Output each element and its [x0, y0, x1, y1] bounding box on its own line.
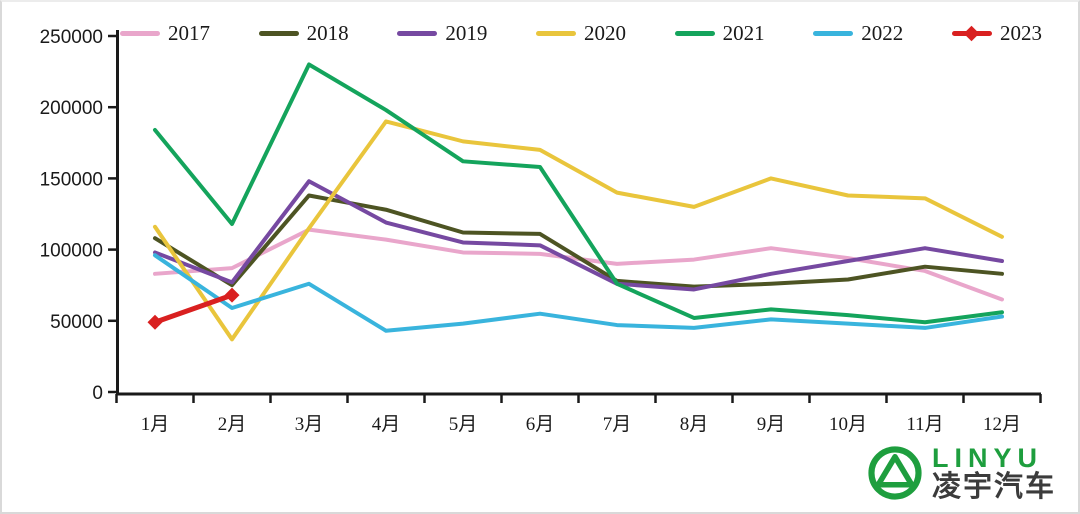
series-line-2023	[152, 292, 235, 325]
legend-label: 2019	[445, 21, 488, 45]
legend-label: 2020	[583, 21, 626, 45]
legend-line-swatch	[397, 31, 438, 36]
legend-line-swatch	[258, 31, 299, 36]
legend-label: 2017	[168, 21, 210, 45]
legend-label: 2021	[722, 21, 765, 45]
x-axis-month-label: 6月	[526, 414, 555, 434]
linyu-logo: LINYU 凌宇汽车	[867, 442, 1056, 503]
legend-item-2017: 2017	[120, 23, 210, 44]
x-axis-month-label: 7月	[603, 414, 632, 434]
legend-line-swatch	[813, 31, 854, 36]
x-axis-month-label: 10月	[829, 414, 867, 434]
legend-line-swatch	[535, 31, 576, 36]
legend-diamond-icon	[963, 25, 980, 41]
x-axis-month-label: 2月	[218, 414, 247, 434]
legend-item-2022: 2022	[813, 23, 903, 44]
x-axis-month-label: 9月	[757, 414, 786, 434]
logo-chinese-text: 凌宇汽车	[931, 470, 1056, 503]
x-axis-month-label: 12月	[983, 414, 1021, 434]
series-diamond-marker	[224, 287, 240, 303]
legend-item-2023: 2023	[951, 21, 1042, 45]
legend-label: 2022	[861, 21, 904, 45]
legend-label: 2023	[999, 21, 1042, 45]
x-axis-month-label: 1月	[141, 414, 170, 434]
x-axis-month-label: 4月	[372, 414, 401, 434]
logo-latin-text: LINYU	[931, 442, 1043, 473]
y-axis-tick-label: 0	[92, 383, 103, 404]
x-axis-month-label: 8月	[680, 414, 709, 434]
x-axis-month-label: 3月	[295, 414, 324, 434]
linyu-emblem-icon	[868, 446, 922, 500]
y-axis-tick-label: 150000	[40, 169, 103, 190]
y-axis-tick-label: 50000	[50, 312, 103, 333]
series-line-2021	[153, 62, 1004, 325]
legend-line-swatch	[674, 31, 715, 36]
series-line-2022	[153, 253, 1004, 333]
legend-item-2018: 2018	[258, 21, 349, 45]
legend: 2017 2018 2019 2020 2021 2022 2023	[120, 23, 1042, 44]
series-line-2019	[153, 179, 1004, 292]
monthly-sales-line-chart: 0 50000 100000 150000 200000 250000 1月 2月 3月 4月 5月…	[40, 27, 1042, 434]
series-diamond-marker	[147, 314, 163, 330]
legend-item-2021: 2021	[674, 21, 765, 45]
x-axis-month-label: 5月	[449, 414, 478, 434]
legend-line-swatch	[951, 25, 992, 41]
logo-text: LINYU 凌宇汽车	[931, 442, 1056, 503]
y-axis-tick-label: 100000	[40, 241, 103, 262]
legend-line-swatch	[120, 31, 160, 36]
x-axis-month-label: 11月	[906, 414, 943, 434]
series-line-2018	[153, 193, 1004, 289]
series-line-2020	[153, 119, 1004, 342]
legend-item-2020: 2020	[535, 21, 626, 45]
y-axis-tick-label: 200000	[40, 98, 103, 119]
legend-label: 2018	[306, 21, 349, 45]
legend-item-2019: 2019	[397, 23, 487, 44]
y-axis-tick-label: 250000	[40, 27, 103, 48]
